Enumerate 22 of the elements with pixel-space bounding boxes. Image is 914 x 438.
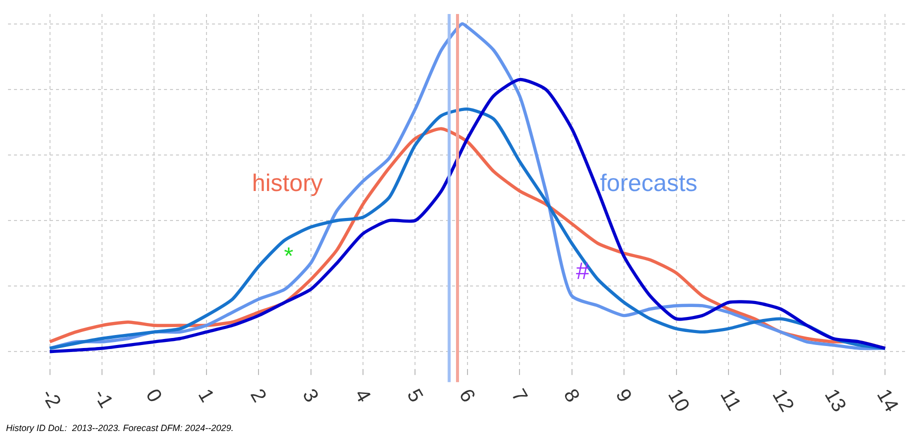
x-tick-label: 14: [872, 386, 902, 416]
x-tick-label: 9: [611, 386, 636, 406]
x-tick-label: 12: [768, 386, 798, 416]
x-tick-label: 2: [246, 386, 270, 406]
x-tick-label: 4: [350, 386, 375, 406]
x-tick-label: 11: [716, 386, 745, 414]
x-tick-label: 6: [454, 386, 480, 406]
x-tick-label: 3: [298, 386, 322, 406]
x-tick-label: -2: [36, 386, 65, 412]
x-tick-label: 5: [402, 386, 427, 406]
x-tick-label: 13: [820, 386, 850, 416]
series-label: history: [252, 170, 323, 197]
text: forecasts: [600, 170, 698, 197]
annotation: *: [284, 243, 294, 270]
annotation: #: [576, 258, 590, 285]
x-tick-label: -1: [88, 386, 117, 412]
x-tick-label: 1: [193, 386, 218, 406]
x-tick-label: 8: [558, 386, 584, 406]
x-tick-label: 10: [663, 386, 694, 416]
text: History ID DoL: 2013--2023. Forecast DFM: 2024--2029.: [6, 423, 234, 433]
x-tick-label: 7: [506, 386, 532, 406]
x-tick-label: 0: [141, 386, 166, 406]
